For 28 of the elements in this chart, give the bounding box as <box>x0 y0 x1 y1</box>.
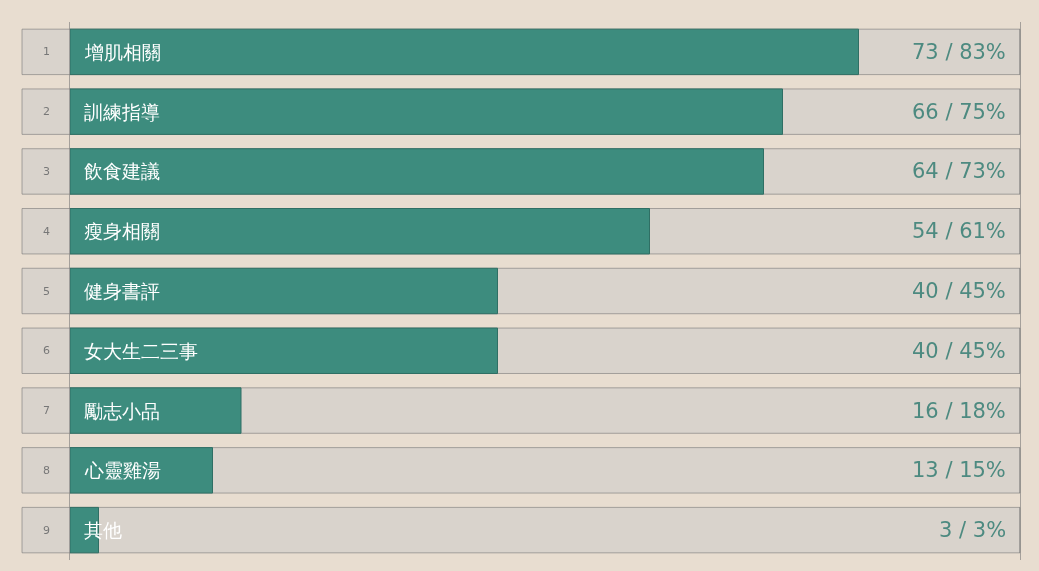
text: 4 <box>43 225 50 238</box>
text: 2 <box>43 105 50 118</box>
text: 3 <box>43 165 50 178</box>
text: 6 <box>43 344 50 357</box>
text: 5 <box>43 285 50 298</box>
data-label: 3 / 3% <box>939 518 1007 542</box>
y-tick-label: 勵志小品 <box>84 400 160 422</box>
text: 7 <box>43 404 50 417</box>
data-label: 54 / 61% <box>912 219 1006 243</box>
y-tick-label: 健身書評 <box>84 280 160 302</box>
y-tick-label: 飲食建議 <box>84 160 160 182</box>
data-label: 64 / 73% <box>912 159 1006 183</box>
data-label: 13 / 15% <box>912 458 1006 482</box>
y-tick-label: 瘦身相關 <box>84 220 160 242</box>
y-tick-label: 心靈雞湯 <box>84 459 161 481</box>
data-label: 73 / 83% <box>912 40 1006 64</box>
data-label: 66 / 75% <box>912 100 1006 124</box>
y-tick-label: 增肌相關 <box>84 41 161 63</box>
text: 1 <box>43 45 50 58</box>
text: 9 <box>43 524 50 537</box>
bar <box>70 447 213 494</box>
data-label: 40 / 45% <box>912 279 1006 303</box>
y-tick-label: 訓練指導 <box>84 101 160 123</box>
data-label: 40 / 45% <box>912 339 1006 363</box>
text: 8 <box>43 464 50 477</box>
data-label: 16 / 18% <box>912 399 1006 423</box>
bar <box>70 387 242 434</box>
y-tick-label: 女大生二三事 <box>84 340 198 362</box>
